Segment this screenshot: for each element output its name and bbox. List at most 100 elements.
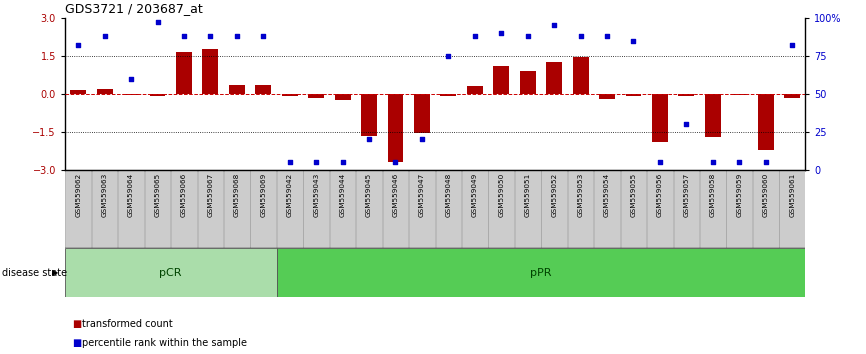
Bar — [145, 170, 171, 248]
Text: ■: ■ — [72, 338, 81, 348]
Bar — [250, 170, 276, 248]
Bar — [436, 170, 462, 248]
Bar — [409, 170, 435, 248]
Bar — [520, 71, 536, 94]
Text: GSM559055: GSM559055 — [630, 172, 637, 217]
Text: GSM559061: GSM559061 — [789, 172, 795, 217]
Text: GSM559049: GSM559049 — [472, 172, 478, 217]
Text: GSM559048: GSM559048 — [445, 172, 451, 217]
Point — [151, 19, 165, 25]
Bar — [705, 94, 721, 137]
Text: GSM559056: GSM559056 — [657, 172, 663, 217]
Point — [520, 33, 534, 39]
Bar — [361, 94, 377, 136]
Bar — [123, 94, 139, 95]
Bar — [621, 170, 646, 248]
Text: GSM559043: GSM559043 — [313, 172, 320, 217]
Bar — [546, 62, 562, 94]
Bar — [515, 170, 540, 248]
Text: GSM559060: GSM559060 — [763, 172, 769, 217]
Text: GSM559057: GSM559057 — [683, 172, 689, 217]
Point — [309, 159, 323, 165]
Bar — [647, 170, 673, 248]
Text: GSM559065: GSM559065 — [154, 172, 160, 217]
Point — [362, 137, 376, 142]
Point — [494, 30, 508, 36]
Text: GSM559059: GSM559059 — [736, 172, 742, 217]
Bar — [383, 170, 409, 248]
Text: GSM559053: GSM559053 — [578, 172, 584, 217]
Bar — [594, 170, 620, 248]
Point — [653, 159, 667, 165]
Bar — [388, 94, 404, 162]
Text: GSM559068: GSM559068 — [234, 172, 240, 217]
Bar — [281, 94, 298, 96]
Bar — [441, 94, 456, 96]
Bar — [276, 248, 805, 297]
Bar — [150, 94, 165, 96]
Bar — [356, 170, 382, 248]
Bar — [171, 170, 197, 248]
Text: GSM559047: GSM559047 — [419, 172, 425, 217]
Bar — [678, 94, 695, 96]
Bar — [176, 52, 192, 94]
Text: pPR: pPR — [530, 268, 552, 278]
Text: GSM559045: GSM559045 — [366, 172, 372, 217]
Point — [389, 159, 403, 165]
Text: GSM559050: GSM559050 — [498, 172, 504, 217]
Bar — [308, 94, 324, 98]
Point — [442, 53, 456, 58]
Point — [204, 33, 217, 39]
Text: GSM559054: GSM559054 — [604, 172, 610, 217]
Bar — [277, 170, 302, 248]
Point — [229, 33, 243, 39]
Text: percentile rank within the sample: percentile rank within the sample — [82, 338, 248, 348]
Bar — [65, 248, 276, 297]
Point — [600, 33, 614, 39]
Text: GSM559063: GSM559063 — [101, 172, 107, 217]
Point — [785, 42, 799, 48]
Point — [547, 23, 561, 28]
Text: ■: ■ — [72, 319, 81, 329]
Text: GSM559046: GSM559046 — [392, 172, 398, 217]
Point — [283, 159, 297, 165]
Bar — [97, 89, 113, 94]
Bar — [488, 170, 514, 248]
Bar — [700, 170, 726, 248]
Bar — [119, 170, 144, 248]
Point — [415, 137, 429, 142]
Bar — [467, 86, 482, 94]
Text: GSM559058: GSM559058 — [710, 172, 716, 217]
Point — [336, 159, 350, 165]
Text: GSM559051: GSM559051 — [525, 172, 531, 217]
Text: pCR: pCR — [159, 268, 182, 278]
Bar — [65, 170, 91, 248]
Text: GSM559066: GSM559066 — [181, 172, 187, 217]
Text: GSM559052: GSM559052 — [551, 172, 557, 217]
Bar — [568, 170, 593, 248]
Bar — [203, 50, 218, 94]
Text: GSM559044: GSM559044 — [339, 172, 346, 217]
Point — [124, 76, 138, 81]
Bar — [494, 66, 509, 94]
Point — [759, 159, 772, 165]
Point — [468, 33, 481, 39]
Bar — [779, 170, 805, 248]
Bar — [70, 90, 86, 94]
Point — [71, 42, 85, 48]
Bar — [753, 170, 779, 248]
Bar — [330, 170, 355, 248]
Text: transformed count: transformed count — [82, 319, 173, 329]
Bar — [414, 94, 430, 133]
Bar — [674, 170, 699, 248]
Point — [573, 33, 587, 39]
Bar — [727, 170, 752, 248]
Bar — [229, 85, 245, 94]
Bar — [541, 170, 567, 248]
Text: GDS3721 / 203687_at: GDS3721 / 203687_at — [65, 2, 203, 15]
Point — [706, 159, 720, 165]
Bar — [572, 57, 589, 94]
Bar — [731, 94, 747, 95]
Point — [256, 33, 270, 39]
Text: ▶: ▶ — [52, 268, 59, 277]
